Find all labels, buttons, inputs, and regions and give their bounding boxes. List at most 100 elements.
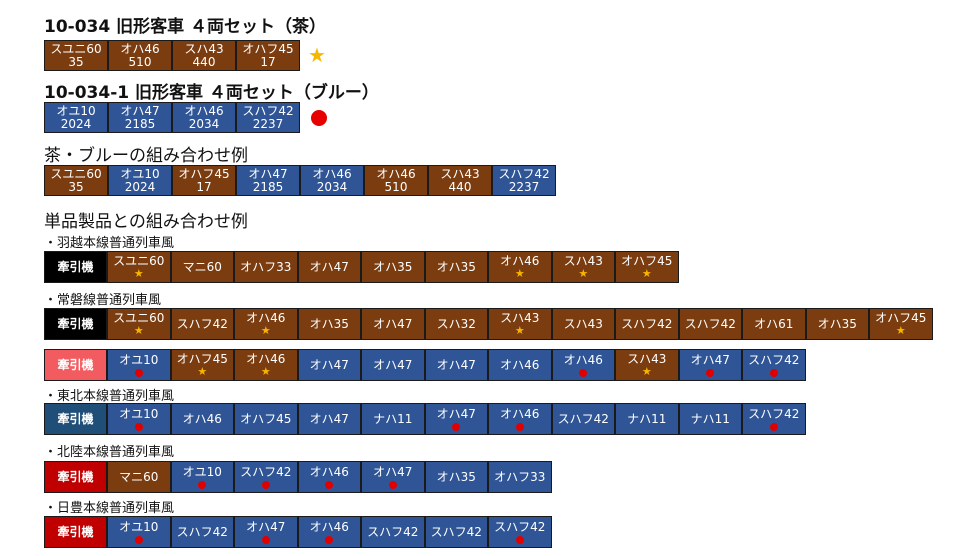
car-blue: オハ46	[488, 349, 552, 381]
car-name: オハフ45	[178, 166, 230, 181]
car-name: オユ10	[119, 406, 159, 421]
red-dot-icon	[311, 110, 327, 126]
star-icon: ★	[641, 365, 652, 378]
red-dot-icon	[388, 480, 397, 489]
car-name: オハ35	[436, 469, 476, 484]
car-number: 17	[260, 54, 276, 69]
car-name: スユニ60	[113, 254, 165, 268]
car-brown: スハ43 ★	[551, 251, 615, 283]
car-number: 2185	[252, 179, 284, 194]
car-brown: オハ35	[805, 308, 869, 340]
car-brown: オハフ45 ★	[615, 251, 679, 283]
car-name: ナハ11	[627, 411, 667, 426]
car-name: オユ10	[56, 103, 96, 118]
car-blue: オユ10 2024	[44, 102, 108, 133]
red-dot-icon	[261, 535, 270, 544]
section-title: 茶・ブルーの組み合わせ例	[44, 146, 248, 166]
car-name: オハフ45	[242, 41, 294, 56]
car-blue: オハ47	[424, 403, 488, 435]
car-number: 2034	[316, 179, 348, 194]
car-row: スユニ60 35 オユ10 2024 オハフ45 17 オハ47 2185 オハ46 2034 オハ…	[44, 165, 556, 196]
star-icon: ★	[641, 267, 652, 280]
locomotive: 牽引機	[44, 516, 107, 548]
locomotive: 牽引機	[44, 349, 107, 381]
car-name: オハ35	[309, 316, 349, 331]
car-name: オハフ45	[176, 352, 228, 366]
car-brown: オハ35	[297, 308, 361, 340]
car-number: 2024	[60, 116, 92, 131]
car-blue: オハ47	[424, 349, 488, 381]
car-brown: オハフ45 ★	[869, 308, 933, 340]
car-brown: スハフ42	[615, 308, 679, 340]
car-name: オハ35	[436, 259, 476, 274]
car-blue: オハ47	[297, 349, 361, 381]
locomotive-label: 牽引機	[57, 411, 94, 426]
car-blue: オハ35	[424, 461, 488, 493]
locomotive-label: 牽引機	[57, 316, 94, 331]
car-number: 2185	[124, 116, 156, 131]
car-brown: オハフ45 17	[172, 165, 236, 196]
car-name: オハ46	[120, 41, 160, 56]
car-name: オハ47	[120, 103, 160, 118]
car-brown: オハ46 ★	[488, 251, 552, 283]
car-name: スハ43	[563, 254, 603, 268]
star-icon: ★	[133, 267, 144, 280]
car-name: スハ32	[436, 316, 476, 331]
car-name: オハ47	[309, 411, 349, 426]
car-brown: オハ35	[361, 251, 425, 283]
car-name: オハ47	[309, 357, 349, 372]
car-name: スハ43	[627, 352, 667, 366]
red-dot-icon	[769, 368, 778, 377]
locomotive: 牽引機	[44, 461, 107, 493]
car-number: 440	[448, 179, 472, 194]
car-name: オハ46	[376, 166, 416, 181]
car-name: スユニ60	[50, 41, 102, 56]
car-name: オユ10	[119, 519, 159, 534]
section-title: 10-034 旧形客車 ４両セット（茶）	[44, 17, 327, 37]
red-dot-icon	[134, 368, 143, 377]
red-dot-icon	[134, 422, 143, 431]
star-icon: ★	[514, 267, 525, 280]
car-name: オハ46	[563, 352, 603, 367]
car-name: スハフ42	[748, 406, 800, 421]
car-name: オハフ33	[240, 259, 292, 274]
car-name: スハフ42	[748, 352, 800, 367]
car-blue: ナハ11	[361, 403, 425, 435]
car-blue: オハ46	[170, 403, 234, 435]
car-brown: スハ43 ★	[615, 349, 679, 381]
car-blue: スハフ42 2237	[492, 165, 556, 196]
car-name: オハ46	[246, 311, 286, 325]
car-blue: オハ46	[488, 403, 552, 435]
car-name: スハフ42	[494, 519, 546, 534]
locomotive-label: 牽引機	[57, 469, 94, 484]
car-name: オハ35	[373, 259, 413, 274]
car-brown: スハフ42	[170, 308, 234, 340]
car-name: オハ46	[182, 411, 222, 426]
car-brown: スハ43 440	[428, 165, 492, 196]
car-blue: スハフ42	[551, 403, 615, 435]
car-row: 牽引機 オユ10 オハ46 オハフ45 オハ47 ナハ11 オハ47 オハ46 スハフ42 ナハ1…	[44, 403, 806, 435]
car-name: オハフ45	[875, 311, 927, 325]
car-name: オハ46	[500, 254, 540, 268]
car-name: オハ46	[500, 406, 540, 421]
car-name: マニ60	[182, 259, 222, 274]
red-dot-icon	[706, 368, 715, 377]
car-name: オハフ45	[240, 411, 292, 426]
car-name: スハフ42	[176, 316, 228, 331]
star-icon: ★	[514, 324, 525, 337]
star-icon: ★	[578, 267, 589, 280]
example-label: ・常磐線普通列車風	[44, 293, 162, 308]
car-blue: スハフ42 2237	[236, 102, 300, 133]
car-blue: オユ10	[107, 403, 171, 435]
car-blue: オハ47 2185	[108, 102, 172, 133]
car-blue: オハ46	[297, 461, 361, 493]
car-name: オハ46	[312, 166, 352, 181]
red-dot-icon	[261, 480, 270, 489]
example-label: ・北陸本線普通列車風	[44, 445, 175, 460]
car-brown: オハフ33	[234, 251, 298, 283]
car-brown: スユニ60 35	[44, 40, 108, 71]
star-icon: ★	[133, 324, 144, 337]
car-blue: スハフ42	[424, 516, 488, 548]
red-dot-icon	[134, 535, 143, 544]
red-dot-icon	[515, 422, 524, 431]
